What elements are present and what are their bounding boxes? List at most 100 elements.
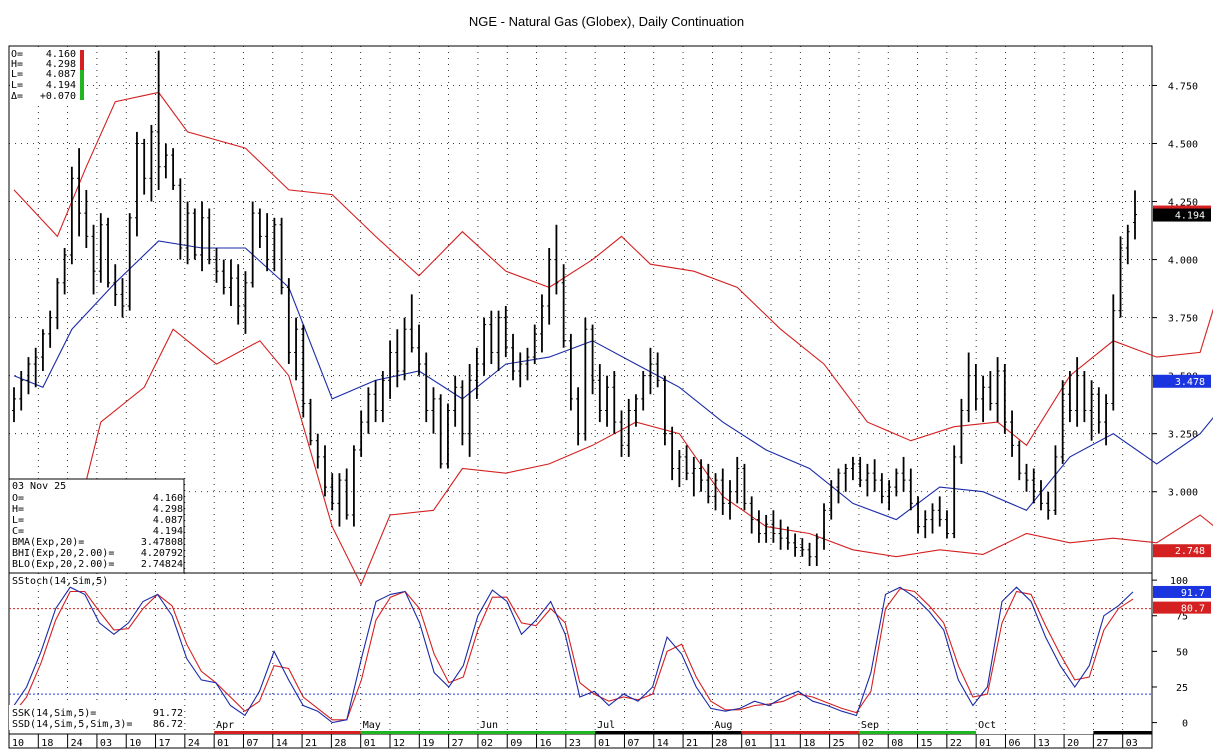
price-bar (677, 449, 682, 488)
price-bars (12, 50, 1137, 567)
ohlc-color-bar-green (80, 70, 84, 100)
ohlc-label-0: O= (11, 49, 23, 60)
date-label: 10 (129, 738, 141, 749)
price-bar (655, 352, 660, 388)
price-bar (171, 148, 176, 190)
price-bar (952, 445, 957, 539)
price-bar (916, 496, 921, 534)
price-bar (272, 217, 277, 272)
price-bar (1125, 224, 1130, 265)
month-band (360, 731, 596, 734)
price-bar (69, 166, 74, 265)
date-label: 01 (598, 738, 610, 749)
price-bar (706, 463, 711, 504)
ohlc-value-2: 4.087 (46, 69, 76, 80)
info-label-0: O= (12, 493, 24, 504)
price-bar (1017, 440, 1022, 481)
price-bar (257, 208, 262, 248)
price-bar (1089, 380, 1094, 441)
price-bar (561, 264, 566, 348)
info-label-4: BMA(Exp,20)= (12, 537, 84, 548)
price-bar (438, 394, 443, 469)
date-label: 14 (276, 738, 288, 749)
price-bar (879, 473, 884, 504)
stoch-tick-label: 50 (1176, 647, 1188, 658)
info-label-1: H= (12, 504, 24, 515)
stoch-tag (1153, 585, 1211, 598)
stoch-tick-label: 0 (1182, 719, 1188, 730)
price-bar (887, 480, 892, 511)
price-bar (749, 496, 754, 534)
price-bar (474, 347, 479, 399)
info-value-0: 4.160 (153, 493, 183, 504)
price-tick-label: 4.250 (1168, 198, 1198, 209)
date-label: 01 (364, 738, 376, 749)
price-bar (330, 473, 335, 511)
price-bar (800, 538, 805, 557)
price-bar (1118, 236, 1123, 318)
date-label: 01 (979, 738, 991, 749)
price-bar (547, 247, 552, 325)
price-bar (84, 189, 89, 248)
month-band (976, 731, 1094, 734)
ohlc-label-4: Δ= (11, 91, 23, 102)
info-label-3: C= (12, 526, 24, 537)
price-bar (532, 324, 537, 365)
date-axis: 10 18 24 03 10 17 24 01 07 14 21 28 01 12 19 27 02 09 16 23… (12, 720, 1152, 749)
price-bar (1053, 445, 1058, 515)
price-bar (395, 329, 400, 388)
date-label: 15 (921, 738, 933, 749)
price-bar (966, 352, 971, 423)
date-label: 24 (188, 738, 200, 749)
stoch-label-0: SSK(14,Sim,5)= (12, 708, 96, 719)
price-bar (619, 410, 624, 457)
price-bar (756, 510, 761, 543)
price-bar (228, 259, 233, 307)
price-bar (373, 380, 378, 423)
stoch-tick-label: 100 (1170, 576, 1188, 587)
price-bar (163, 143, 168, 179)
stoch-value-0: 91.72 (153, 708, 183, 719)
price-bar (445, 403, 450, 469)
month-band (595, 731, 742, 734)
ohlc-label-2: L= (11, 69, 23, 80)
price-bar (409, 294, 414, 353)
month-band (214, 731, 361, 734)
date-label: 28 (715, 738, 727, 749)
price-bar (294, 317, 299, 381)
price-bar (720, 468, 725, 515)
price-bar (670, 426, 675, 481)
price-bar (351, 445, 356, 527)
date-label: 25 (833, 738, 845, 749)
price-bar (156, 50, 161, 190)
month-label: Jun (480, 720, 498, 731)
price-bar (1082, 371, 1087, 423)
price-bar (699, 459, 704, 492)
price-bar (684, 445, 689, 481)
price-bar (605, 375, 610, 427)
price-bar (1038, 480, 1043, 511)
stoch-tick-label: 75 (1176, 612, 1188, 623)
price-bar (511, 333, 516, 381)
price-bar (908, 468, 913, 511)
price-bar (424, 352, 429, 423)
price-bar (120, 278, 125, 318)
info-value-1: 4.298 (153, 504, 183, 515)
price-bar (77, 148, 82, 237)
price-bar (503, 306, 508, 358)
price-bar (62, 247, 67, 295)
price-tag-label-middle: 3.478 (1175, 377, 1205, 388)
date-label: 01 (217, 738, 229, 749)
upper-band-tag (1153, 205, 1211, 210)
stoch-line-1 (11, 588, 1134, 721)
price-bar (590, 324, 595, 395)
price-bar (1046, 491, 1051, 520)
price-tag-close (1153, 208, 1211, 222)
date-label: 07 (246, 738, 258, 749)
price-bar (995, 357, 1000, 423)
price-bar (662, 375, 667, 446)
date-label: 14 (657, 738, 669, 749)
price-bar (865, 463, 870, 497)
